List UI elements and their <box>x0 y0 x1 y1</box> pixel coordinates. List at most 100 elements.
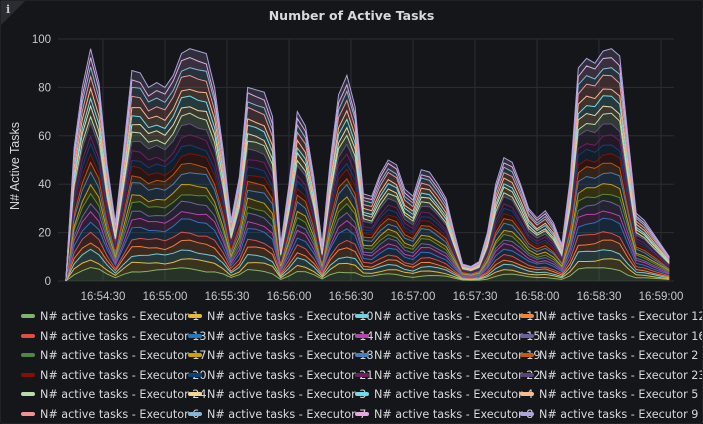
y-axis-label: N# Active Tasks <box>8 122 22 210</box>
x-tick-label: 16:55:30 <box>205 291 250 303</box>
panel-info-corner[interactable] <box>1 1 25 25</box>
series-line <box>65 161 670 282</box>
series-area-fill <box>65 218 670 281</box>
x-tick-label: 16:54:30 <box>81 291 126 303</box>
legend-item[interactable]: N# active tasks - Executor 17 <box>21 348 206 364</box>
series-line <box>65 74 670 282</box>
legend-label: N# active tasks - Executor 15 <box>374 329 541 343</box>
series-line <box>65 142 670 282</box>
y-tick-label: 40 <box>38 179 51 191</box>
series-area-fill <box>65 211 670 281</box>
x-tick-label: 16:58:30 <box>577 291 622 303</box>
legend-item[interactable]: N# active tasks - Executor 11 <box>355 309 540 325</box>
legend-label: N# active tasks - Executor 17 <box>40 349 207 362</box>
x-tick-label: 16:56:30 <box>329 291 374 303</box>
series-line <box>65 57 670 282</box>
legend-item[interactable]: N# active tasks - Executor 8 <box>355 407 533 423</box>
legend-label: N# active tasks - Executor 23 <box>539 368 703 382</box>
series-area-fill <box>65 172 670 281</box>
legend-item[interactable]: N# active tasks - Executor 1 <box>21 309 199 325</box>
series-line <box>65 239 670 282</box>
series-area-fill <box>65 48 670 282</box>
series-area-fill <box>65 88 670 281</box>
legend-label: N# active tasks - Executor 21 <box>207 368 374 382</box>
legend-swatch-icon <box>21 314 35 318</box>
legend-item[interactable]: N# active tasks - Executor 18 <box>188 348 373 364</box>
legend-item[interactable]: N# active tasks - Executor 16 <box>520 329 703 345</box>
legend-swatch-icon <box>188 411 202 416</box>
legend-swatch-icon <box>520 372 534 377</box>
legend-swatch-icon <box>520 314 534 318</box>
series-area-fill <box>65 249 670 281</box>
info-icon[interactable]: i <box>6 3 11 16</box>
legend-swatch-icon <box>188 392 202 396</box>
x-axis-ticks: 16:54:30 16:55:00 16:55:30 16:56:00 16:56:30… <box>81 291 684 303</box>
legend-item[interactable]: N# active tasks - Executor 13 <box>21 329 206 345</box>
legend-item[interactable]: N# active tasks - Executor 4 <box>355 387 533 403</box>
legend-item[interactable]: N# active tasks - Executor 5 <box>520 387 698 403</box>
legend-swatch-icon <box>21 411 35 416</box>
legend-label: N# active tasks - Executor 20 <box>40 368 207 382</box>
legend-swatch-icon <box>21 392 35 396</box>
legend-label: N# active tasks - Executor 16 <box>539 329 703 343</box>
series-line <box>65 48 670 282</box>
x-tick-label: 16:56:00 <box>267 291 312 303</box>
legend-swatch-icon <box>188 372 202 377</box>
legend-item[interactable]: N# active tasks - Executor 9 <box>520 407 698 423</box>
series-area-fill <box>65 200 670 281</box>
y-tick-label: 0 <box>45 276 51 288</box>
panel-title[interactable]: Number of Active Tasks <box>268 8 435 23</box>
x-tick-label: 16:57:30 <box>453 291 498 303</box>
legend-item[interactable]: N# active tasks - Executor 10 <box>188 309 373 325</box>
legend-item[interactable]: N# active tasks - Executor 7 <box>188 407 366 423</box>
legend-swatch-icon <box>188 314 202 318</box>
series-line <box>65 134 670 282</box>
legend-swatch-icon <box>355 353 369 357</box>
legend-swatch-icon <box>520 411 534 416</box>
legend-label: N# active tasks - Executor 3 <box>207 388 367 401</box>
series-line <box>65 258 670 282</box>
legend-label: N# active tasks - Executor 18 <box>207 349 374 362</box>
legend-label: N# active tasks - Executor 4 <box>374 388 534 401</box>
legend-item[interactable]: N# active tasks - Executor 20 <box>21 368 206 384</box>
series-area-fill <box>65 105 670 282</box>
legend-swatch-icon <box>355 314 369 318</box>
legend-label: N# active tasks - Executor 12 <box>539 310 703 323</box>
legend-item[interactable]: N# active tasks - Executor 23 <box>520 368 703 384</box>
legend-item[interactable]: N# active tasks - Executor 3 <box>188 387 366 403</box>
y-axis-ticks: 0 20 40 60 80 100 <box>32 34 51 288</box>
legend-item[interactable]: N# active tasks - Executor 22 <box>355 368 540 384</box>
legend-label: N# active tasks - Executor 9 <box>539 407 699 421</box>
legend-item[interactable]: N# active tasks - Executor 19 <box>355 348 540 364</box>
legend-swatch-icon <box>520 333 534 338</box>
legend-item[interactable]: N# active tasks - Executor 2 <box>520 348 698 364</box>
legend-item[interactable]: N# active tasks - Executor 24 <box>21 387 206 403</box>
legend-swatch-icon <box>21 353 35 357</box>
legend-label: N# active tasks - Executor 7 <box>207 407 367 421</box>
legend-item[interactable]: N# active tasks - Executor 12 <box>520 309 703 325</box>
legend-swatch-icon <box>355 411 369 416</box>
series-line <box>65 199 670 282</box>
series-line <box>65 266 670 282</box>
legend-swatch-icon <box>21 333 35 338</box>
legend-item[interactable]: N# active tasks - Executor 6 <box>21 407 199 423</box>
series-area-fill <box>65 193 670 281</box>
legend-swatch-icon <box>188 333 202 338</box>
legend-label: N# active tasks - Executor 6 <box>40 407 200 421</box>
series-line <box>65 217 670 282</box>
series-line <box>65 152 670 282</box>
legend-label: N# active tasks - Executor 13 <box>40 329 207 343</box>
series-area-fill <box>65 258 670 281</box>
series-area-fill <box>65 267 670 281</box>
legend-item[interactable]: N# active tasks - Executor 21 <box>188 368 373 384</box>
legend-swatch-icon <box>355 392 369 396</box>
legend-label: N# active tasks - Executor 22 <box>374 368 541 382</box>
series-line <box>65 121 670 282</box>
series-line <box>65 95 670 282</box>
legend-label: N# active tasks - Executor 8 <box>374 407 534 421</box>
legend-item[interactable]: N# active tasks - Executor 14 <box>188 329 373 345</box>
series-line <box>65 210 670 282</box>
legend-item[interactable]: N# active tasks - Executor 15 <box>355 329 540 345</box>
